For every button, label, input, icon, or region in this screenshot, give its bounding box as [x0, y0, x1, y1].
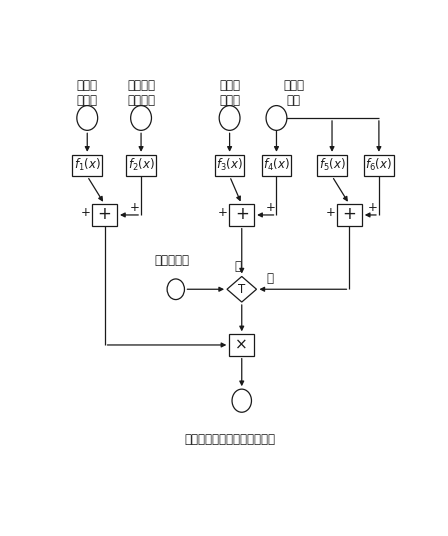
Text: $f_1(x)$: $f_1(x)$: [74, 158, 101, 174]
Text: T: T: [238, 283, 246, 296]
Circle shape: [219, 106, 240, 130]
Bar: [215, 155, 244, 176]
Text: 综合阀位指令的偏置修正信号: 综合阀位指令的偏置修正信号: [184, 434, 275, 446]
Text: +: +: [235, 205, 249, 223]
Text: 是: 是: [267, 272, 274, 285]
Bar: [92, 204, 117, 226]
Bar: [229, 204, 254, 226]
Bar: [229, 334, 254, 356]
Text: +: +: [98, 205, 112, 223]
Bar: [262, 155, 291, 176]
Polygon shape: [227, 277, 257, 302]
Text: $f_6(x)$: $f_6(x)$: [366, 158, 392, 174]
Text: 综合阀
位指令: 综合阀 位指令: [219, 79, 240, 107]
Text: $f_2(x)$: $f_2(x)$: [128, 158, 155, 174]
Circle shape: [232, 389, 251, 412]
Text: +: +: [81, 206, 91, 219]
Text: 顺序阀方式: 顺序阀方式: [155, 255, 190, 267]
Text: 主茑汽
压力: 主茑汽 压力: [283, 79, 304, 107]
Text: +: +: [326, 206, 336, 219]
Circle shape: [167, 279, 185, 300]
Text: 二次调频
增量目标: 二次调频 增量目标: [127, 79, 155, 107]
Circle shape: [131, 106, 151, 130]
Text: ×: ×: [235, 338, 248, 353]
Circle shape: [266, 106, 287, 130]
Text: 否: 否: [235, 260, 242, 273]
Bar: [73, 155, 102, 176]
Text: +: +: [265, 201, 275, 214]
Text: $f_3(x)$: $f_3(x)$: [216, 158, 243, 174]
Text: +: +: [218, 206, 228, 219]
Bar: [126, 155, 156, 176]
Bar: [317, 155, 347, 176]
Text: 一次调
频目标: 一次调 频目标: [77, 79, 98, 107]
Text: +: +: [342, 205, 356, 223]
Text: +: +: [368, 201, 378, 214]
Bar: [337, 204, 362, 226]
Bar: [364, 155, 394, 176]
Circle shape: [77, 106, 98, 130]
Text: $f_5(x)$: $f_5(x)$: [319, 158, 345, 174]
Text: $f_4(x)$: $f_4(x)$: [263, 158, 290, 174]
Text: +: +: [130, 201, 140, 214]
